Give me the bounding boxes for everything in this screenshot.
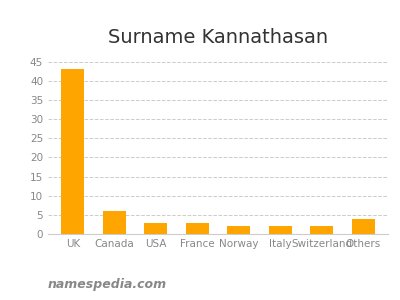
Title: Surname Kannathasan: Surname Kannathasan [108,28,328,47]
Bar [269,226,292,234]
Bar [310,226,333,234]
Bar [352,219,374,234]
Bar [227,226,250,234]
Bar [62,69,84,234]
Bar [186,223,209,234]
Bar [103,211,126,234]
Bar [144,223,167,234]
Text: namespedia.com: namespedia.com [48,278,167,291]
